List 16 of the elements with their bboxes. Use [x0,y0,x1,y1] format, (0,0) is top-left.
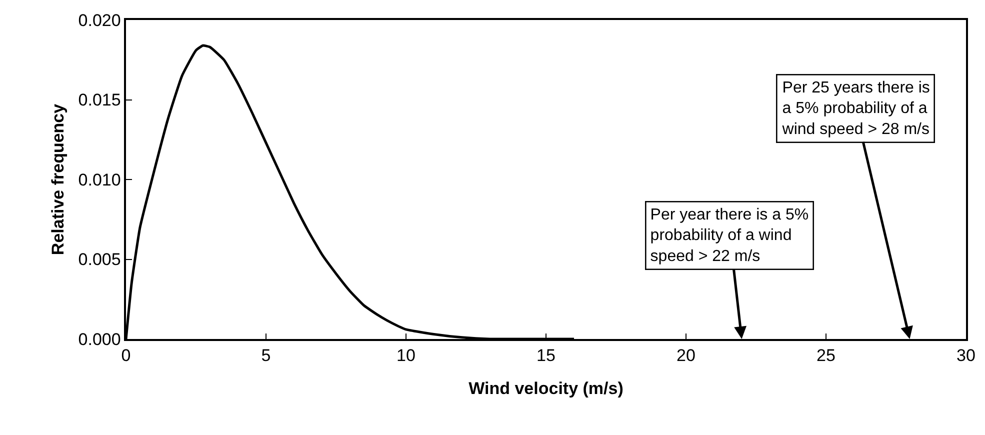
annotation: Per year there is a 5% probability of a wind speed > 22 m/s [650,206,809,265]
x-tick-label: 15 [536,346,556,366]
x-axis-title: Wind velocity (m/s) [468,379,624,398]
y-tick-label: 0.005 [78,250,121,270]
y-tick-label: 0.010 [78,170,121,190]
y-tick-label: 0.015 [78,90,121,110]
x-tick-label: 10 [396,346,416,366]
x-tick-label: 0 [121,346,131,366]
y-tick-label: 0.000 [78,330,121,349]
x-tick-label: 25 [816,346,836,366]
x-tick-label: 30 [956,346,976,366]
annotation: Per 25 years there is a 5% probability of a wind speed > 28 m/s [781,79,930,138]
x-tick-label: 20 [676,346,696,366]
x-tick-label: 5 [261,346,271,366]
y-axis-title: Relative frequency [48,103,68,256]
y-tick-label: 0.020 [78,10,121,30]
